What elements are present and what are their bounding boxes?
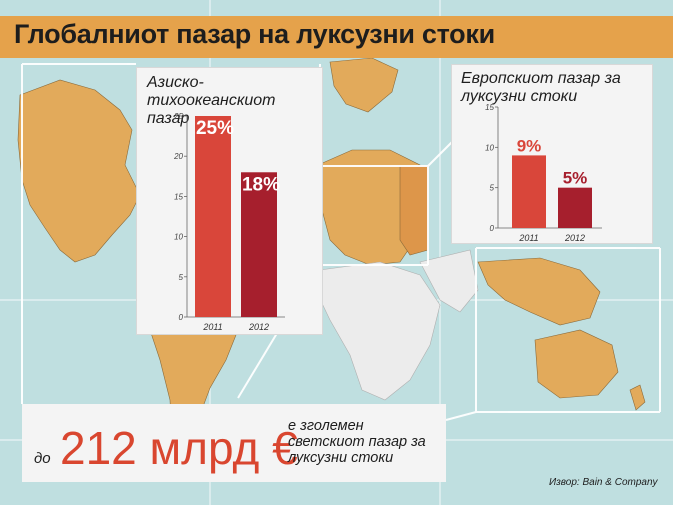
y-tick-label: 15 [485,103,494,112]
y-tick-label: 0 [490,224,495,233]
north-america-shape [17,79,141,263]
source-note: Извор: Bain & Company [549,477,658,488]
value-label-2011: 9% [517,136,542,155]
category-label-2011: 2011 [518,233,538,243]
y-tick-label: 10 [485,143,494,152]
y-tick-label: 5 [179,273,184,282]
asia-pacific-title: Азиско-тихоокеанскиот пазар [147,74,276,127]
russia-shape [399,165,429,256]
y-tick-label: 15 [174,192,183,201]
asia-pacific-chart: 0 5 10 15 20 25 25% 2011 18% 2012 [173,112,285,332]
value-label-2012: 18% [242,174,280,195]
summary-panel: до 212 млрд € е зголемен светскиот пазар… [22,404,446,482]
bar-2012 [558,187,592,228]
y-tick-label: 5 [490,184,495,193]
australia-shape [534,329,619,399]
europe-chart: 0 5 10 15 9% 2011 5% 2012 [485,103,602,243]
category-label-2011: 2011 [202,322,222,332]
bar-2012 [241,172,277,317]
page-title: Глобалниот пазар на луксузни стоки [14,19,495,49]
value-label-2011: 25% [196,118,234,139]
europe-panel: Европскиот пазар за луксузни стоки 0 5 10 1… [451,64,653,244]
greenland-shape [329,57,399,113]
category-label-2012: 2012 [248,322,269,332]
bar-2011 [195,116,231,317]
new-zealand-shape [629,384,646,411]
category-label-2012: 2012 [564,233,585,243]
title-bar: Глобалниот пазар на луксузни стоки [0,16,673,58]
summary-amount: 212 млрд € [60,422,298,474]
asia-grey-shape [419,249,479,313]
summary-prefix: до [34,450,51,467]
bar-2011 [512,155,546,228]
y-tick-label: 0 [179,313,184,322]
asia-pacific-panel: Азиско-тихоокеанскиот пазар 0 5 10 15 20 25 25… [136,67,323,335]
summary-description: е зголемен светскиот пазар за луксузни с… [288,418,426,466]
y-tick-label: 10 [174,233,183,242]
europe-title: Европскиот пазар за луксузни стоки [461,70,621,105]
africa-shape [317,261,441,401]
southeast-asia-shape [477,257,601,326]
value-label-2012: 5% [563,169,588,188]
y-tick-label: 25 [173,112,183,121]
y-tick-label: 20 [173,152,183,161]
